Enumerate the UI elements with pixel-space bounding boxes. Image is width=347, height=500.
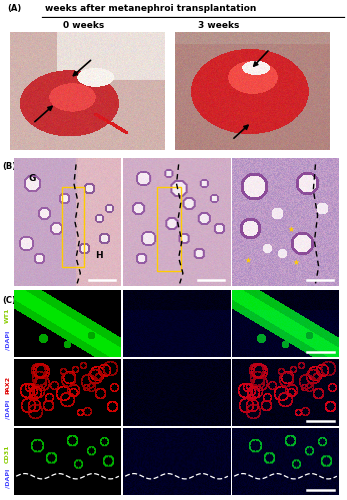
Bar bbox=[157, 188, 181, 270]
Text: ★: ★ bbox=[287, 225, 294, 234]
Text: 0 weeks: 0 weeks bbox=[63, 20, 104, 30]
Text: /DAPI: /DAPI bbox=[5, 400, 10, 419]
Text: /DAPI: /DAPI bbox=[5, 468, 10, 488]
Text: (C): (C) bbox=[2, 296, 16, 306]
Text: (B): (B) bbox=[2, 162, 16, 171]
Bar bbox=[62, 188, 84, 267]
Text: PAX2: PAX2 bbox=[5, 376, 10, 394]
Text: ★: ★ bbox=[245, 256, 252, 265]
Text: CD31: CD31 bbox=[5, 444, 10, 462]
Text: (A): (A) bbox=[7, 4, 21, 13]
Text: /DAPI: /DAPI bbox=[5, 330, 10, 350]
Text: 3 weeks: 3 weeks bbox=[198, 20, 239, 30]
Text: H: H bbox=[95, 251, 103, 260]
Text: G: G bbox=[29, 174, 36, 183]
Text: ★: ★ bbox=[293, 258, 300, 268]
Text: weeks after metanephroi transplantation: weeks after metanephroi transplantation bbox=[45, 4, 256, 13]
Text: WT1: WT1 bbox=[5, 308, 10, 323]
